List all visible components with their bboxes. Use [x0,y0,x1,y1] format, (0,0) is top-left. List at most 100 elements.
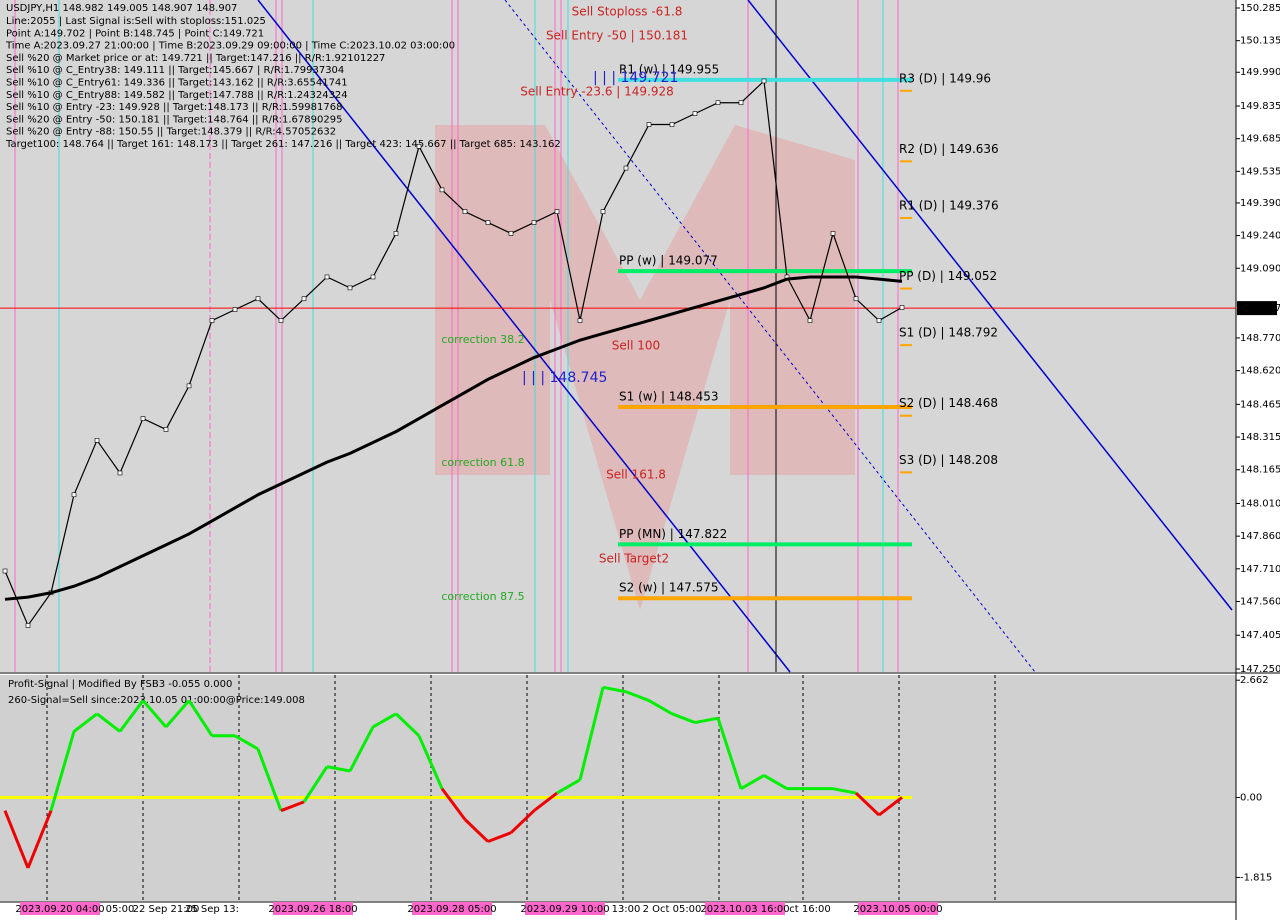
price-point [669,122,675,127]
price-point [2,568,8,574]
y-tick-label: 150.135 [1240,36,1280,47]
signal-segment [280,800,305,813]
sell-annotation: Sell Entry -23.6 | 149.928 [520,85,674,99]
signal-segment [740,774,765,790]
y-tick-label: 0.00 [1240,792,1262,803]
time-marker: 2023.09.20 04:00 [15,904,104,915]
level-label: PP (w) | 149.077 [619,254,718,268]
signal-segment [694,716,719,725]
price-point [324,274,330,280]
level-label: S2 (w) | 147.575 [619,581,719,595]
signal-segment [96,712,121,733]
price-point [738,100,744,106]
price-point [554,209,560,214]
signal-segment [716,717,743,790]
info-line: Sell %10 @ C_Entry61: 149.336 || Target:… [6,78,348,89]
price-point [623,165,629,171]
y-tick-label: 149.535 [1240,166,1280,177]
y-tick-label: 148.165 [1240,465,1280,476]
signal-segment [3,810,30,869]
price-box [1237,301,1277,316]
y-tick-label: 147.710 [1240,564,1280,575]
signal-segment [302,765,329,803]
info-line: Sell %10 @ C_Entry88: 149.582 || Target:… [6,90,348,101]
signal-segment [440,787,467,821]
info-line: Time A:2023.09.27 21:00:00 | Time B:2023… [5,41,455,52]
level-label: R3 (D) | 149.96 [899,71,991,85]
price-point [899,305,905,310]
price-point [485,220,491,225]
sell-annotation: Sell 100 [612,339,660,353]
level-label: PP (D) | 149.052 [899,269,997,283]
y-tick-label: 147.860 [1240,531,1280,542]
level-label: PP (MN) | 147.822 [619,527,727,541]
signal-segment [164,699,191,728]
price-point [853,296,859,302]
y-tick-label: -1.815 [1240,872,1272,883]
signal-segment [73,712,98,733]
level-label: S1 (w) | 148.453 [619,389,719,403]
price-point [807,318,813,323]
level-label: R1 (w) | 149.955 [619,62,719,76]
time-marker-bg [525,902,605,915]
price-point [25,623,31,628]
indicator-title: Profit-Signal | Modified By FSB3 -0.055 … [8,679,232,690]
signal-segment [234,734,259,751]
price-point [71,492,77,498]
sell-annotation: Sell Stoploss -61.8 [572,5,683,19]
price-point [876,318,882,323]
time-marker-bg [412,902,492,915]
x-tick-label: 25 Sep 13: [185,904,239,915]
signal-segment [648,699,673,716]
price-point [186,383,192,389]
price-point [715,100,721,106]
signal-segment [26,810,53,869]
correction-annotation: correction 61.8 [441,456,524,469]
signal-segment [118,699,145,733]
y-tick-label: 148.465 [1240,399,1280,410]
signal-segment [602,685,627,694]
price-point [600,209,606,214]
signal-segment [348,726,375,772]
price-point [370,274,376,280]
signal-segment [372,712,397,729]
price-point [761,78,767,84]
y-tick-label: 148.010 [1240,498,1280,509]
indicator-grid [46,675,996,901]
point-annotation: | | | 149.721 [593,70,678,86]
signal-segment [394,712,421,737]
y-tick-label: 147.560 [1240,596,1280,607]
price-point [462,209,468,214]
x-tick-label: 13:00 [612,904,641,915]
time-marker-bg [273,902,353,915]
info-line: Sell %20 @ Entry -50: 150.181 || Target:… [6,114,342,125]
price-point [508,231,514,236]
y-tick-label: 2.662 [1240,675,1269,686]
price-point [531,220,537,225]
price-point [393,231,399,236]
info-line: Sell %10 @ C_Entry38: 149.111 || Target:… [6,65,344,76]
y-tick-label: 149.685 [1240,134,1280,145]
info-line: Sell %10 @ Entry -23: 149.928 || Target:… [6,102,342,113]
price-label: 148.907 [1240,303,1280,314]
level-label: S3 (D) | 148.208 [899,453,998,467]
x-tick-label: 2 Oct 05:00 [643,904,702,915]
level-label: S2 (D) | 148.468 [899,396,998,410]
indicator-signal: 260-Signal=Sell since:2023.10.05 01:00:0… [8,695,305,706]
x-tick-label: 05:00 [106,904,135,915]
level-label: R2 (D) | 149.636 [899,142,999,156]
time-marker: 2023.09.29 10:00 [520,904,609,915]
price-point [163,427,169,432]
price-point [140,416,146,421]
y-tick-label: 149.090 [1240,263,1280,274]
signal-segment [578,686,605,781]
time-marker: 2023.10.05 00:00 [853,904,942,915]
signal-segment [878,796,903,817]
info-line: Point A:149.702 | Point B:148.745 | Poin… [6,28,264,39]
correction-annotation: correction 87.5 [441,590,524,603]
signal-segment [533,791,558,812]
price-point [278,318,284,323]
sell-annotation: Sell 161.8 [606,468,666,482]
